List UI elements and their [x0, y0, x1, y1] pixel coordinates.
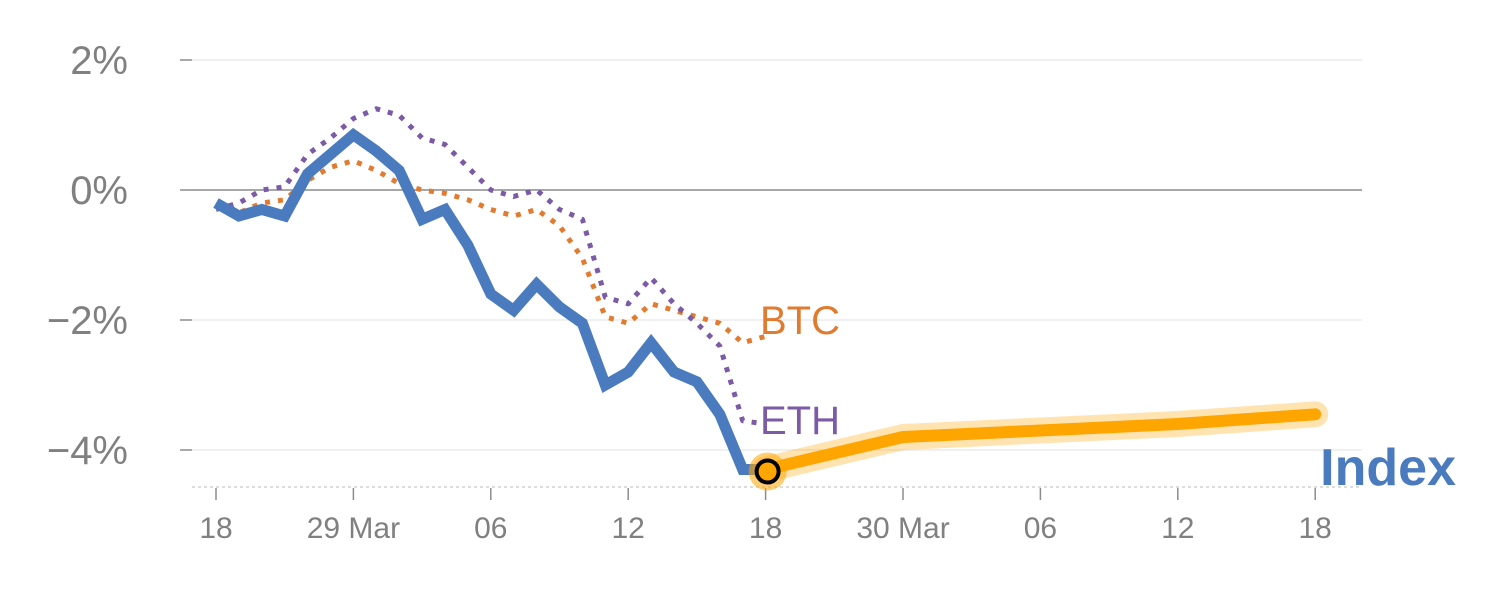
- markers: [748, 452, 787, 491]
- x-tick-label: 06: [474, 512, 507, 545]
- index-line: [213, 127, 766, 475]
- x-tick-label: 12: [612, 512, 645, 545]
- x-tick-label: 18: [1299, 512, 1332, 545]
- eth-label: ETH: [760, 399, 840, 443]
- eth-line: [215, 106, 766, 427]
- index-label: Index: [1320, 439, 1456, 497]
- x-tick-label: 12: [1161, 512, 1194, 545]
- btc-label: BTC: [760, 299, 840, 343]
- current-point-marker: [754, 458, 781, 485]
- series-lines: [213, 106, 1329, 483]
- x-axis-ticks: 18 29 Mar 06 12 18 30 Mar 06 12 18: [199, 488, 1332, 545]
- x-tick-label: 06: [1024, 512, 1057, 545]
- projection-line: [759, 408, 1322, 476]
- y-tick-label: −4%: [47, 429, 128, 473]
- y-axis-ticks: 2% 0% −2% −4%: [47, 39, 192, 473]
- x-tick-label: 18: [199, 512, 232, 545]
- y-tick-label: 2%: [70, 39, 128, 83]
- x-tick-label: 30 Mar: [856, 512, 949, 545]
- x-tick-label: 18: [749, 512, 782, 545]
- y-tick-label: 0%: [70, 169, 128, 213]
- x-tick-label: 29 Mar: [307, 512, 400, 545]
- y-tick-label: −2%: [47, 299, 128, 343]
